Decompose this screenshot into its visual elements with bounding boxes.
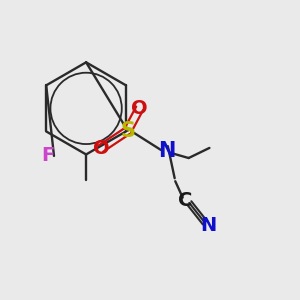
Text: F: F (41, 146, 54, 165)
Text: O: O (93, 139, 109, 158)
Text: N: N (158, 142, 175, 161)
Text: S: S (120, 121, 135, 141)
Text: N: N (200, 216, 216, 235)
Text: O: O (131, 99, 148, 118)
Text: C: C (178, 191, 193, 210)
